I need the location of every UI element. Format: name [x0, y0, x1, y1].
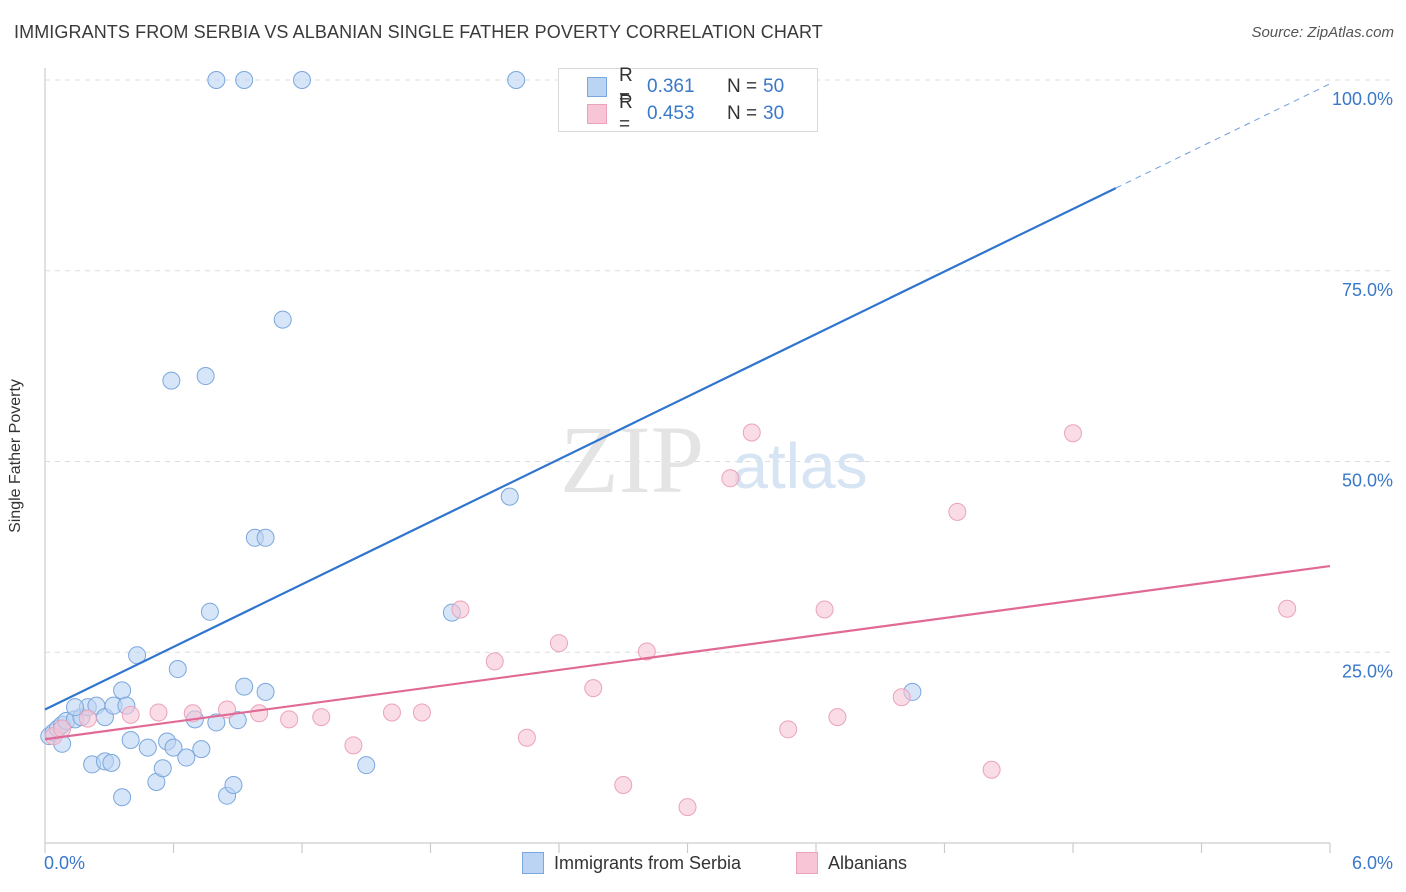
albanian-point [892, 688, 911, 707]
serbia-trend-line [44, 187, 1117, 711]
albanian-point [678, 798, 697, 817]
albanian-point [53, 719, 72, 738]
albanian-point [250, 704, 269, 723]
albanian-point [828, 708, 847, 727]
serbia-point [228, 711, 247, 730]
y-tick-label: 50.0% [1342, 471, 1393, 491]
albanian-point [779, 720, 798, 739]
albanian-point [1278, 599, 1297, 618]
serbia-point [207, 713, 226, 732]
albanian-point [485, 652, 504, 671]
source-label: Source: ZipAtlas.com [1251, 24, 1394, 41]
legend-swatch-albanians [796, 852, 818, 874]
watermark-zip: ZIP [560, 406, 704, 513]
legend-swatch-albanians [587, 104, 607, 124]
albanian-point [344, 736, 363, 755]
correlation-legend: R = 0.361 N = 50 R = 0.453 N = 30 [558, 65, 818, 135]
grid-layer [45, 79, 1392, 653]
albanian-point [280, 710, 299, 729]
x-tick-label: 0.0% [44, 853, 85, 873]
serbia-point [507, 71, 526, 89]
legend-n-value: 50 [763, 76, 785, 97]
series-legend: Immigrants from Serbia Albanians [0, 852, 1406, 878]
serbia-point [164, 738, 183, 757]
serbia-point [113, 788, 132, 807]
serbia-point [177, 748, 196, 767]
axes-layer [44, 68, 1331, 853]
trend-layer [44, 83, 1331, 741]
albanian-point [550, 634, 568, 653]
serbia-point [273, 310, 292, 329]
serbia-point [196, 367, 215, 386]
legend-r-value: 0.361 [647, 76, 695, 97]
albanian-point [312, 708, 331, 727]
serbia-point [224, 776, 243, 795]
legend-n-label: N = [727, 103, 758, 124]
serbia-point [207, 71, 226, 89]
legend-label-albanians: Albanians [828, 852, 908, 873]
serbia-point [200, 602, 219, 621]
serbia-point [256, 528, 275, 547]
serbia-point [65, 698, 84, 717]
albanian-point [183, 704, 202, 723]
albanian-point [382, 703, 401, 722]
albanian-point [412, 703, 431, 722]
serbia-point [102, 753, 121, 772]
serbia-point [500, 487, 519, 506]
legend-item-albanians: Albanians [796, 852, 907, 874]
y-tick-label: 100.0% [1332, 89, 1393, 109]
albanian-trend-line [44, 564, 1331, 741]
legend-swatch-serbia [587, 77, 607, 97]
albanian-point [1064, 424, 1082, 443]
albanian-point [982, 760, 1001, 779]
albanian-point [815, 600, 834, 619]
serbia-point [235, 71, 254, 89]
legend-item-serbia: Immigrants from Serbia [522, 852, 741, 874]
serbia-point [192, 740, 211, 759]
albanian-point [614, 776, 633, 795]
chart-title: IMMIGRANTS FROM SERBIA VS ALBANIAN SINGL… [14, 22, 823, 42]
albanian-point [121, 705, 140, 724]
legend-r-label: R = [619, 92, 633, 135]
serbia-point [121, 730, 140, 749]
legend-label-serbia: Immigrants from Serbia [554, 852, 742, 873]
legend-n-value: 30 [763, 103, 785, 124]
albanian-point [584, 679, 603, 698]
y-tick-label: 25.0% [1342, 661, 1393, 681]
albanian-point [451, 600, 470, 619]
legend-row-albanians: R = 0.453 N = 30 [559, 92, 785, 135]
albanian-point [721, 469, 740, 488]
serbia-point [357, 756, 376, 775]
serbia-trend-extension [1115, 83, 1331, 189]
serbia-point [162, 371, 181, 390]
legend-n-label: N = [727, 76, 758, 97]
watermark-atlas: atlas [732, 430, 867, 502]
legend-swatch-serbia [522, 852, 544, 874]
serbia-point [293, 71, 311, 89]
albanian-point [637, 642, 656, 661]
albanian-point [948, 502, 967, 521]
albanian-point [78, 709, 97, 728]
watermark: ZIP atlas [560, 406, 868, 513]
legend-row-serbia: R = 0.361 N = 50 [559, 65, 785, 108]
albanian-point [149, 703, 168, 722]
serbia-point [256, 682, 275, 701]
serbia-point [235, 677, 254, 696]
tick-labels: 25.0% 50.0% 75.0% 100.0% 0.0% 6.0% [44, 89, 1393, 873]
albanian-point [517, 728, 536, 747]
serbia-point [138, 738, 157, 757]
y-tick-label: 75.0% [1342, 280, 1393, 300]
points-layer [40, 71, 1297, 817]
serbia-point [113, 681, 132, 700]
legend-r-value: 0.453 [647, 103, 695, 124]
serbia-point [168, 660, 187, 679]
legend-r-label: R = [619, 65, 633, 108]
x-tick-label: 6.0% [1352, 853, 1393, 873]
serbia-point [153, 759, 172, 778]
albanian-point [742, 423, 761, 442]
